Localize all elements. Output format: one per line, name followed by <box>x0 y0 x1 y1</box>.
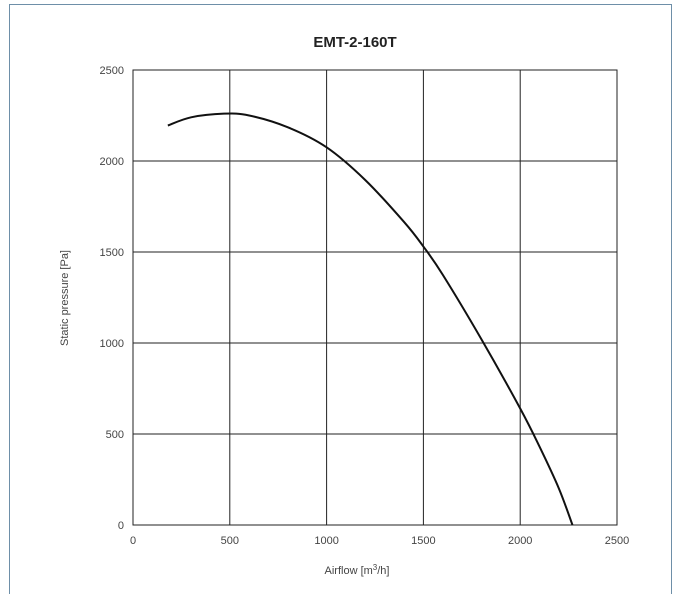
y-axis-label: Static pressure [Pa] <box>59 250 71 346</box>
x-tick-label: 0 <box>130 535 136 547</box>
y-tick-label: 1500 <box>100 247 124 259</box>
x-tick-label: 2500 <box>605 535 629 547</box>
y-tick-label: 1000 <box>100 338 124 350</box>
x-axis-label: Airflow [m3/h] <box>325 563 390 577</box>
y-tick-label: 2500 <box>100 65 124 77</box>
x-tick-label: 1000 <box>314 535 338 547</box>
y-tick-label: 2000 <box>100 156 124 168</box>
x-tick-label: 500 <box>221 535 239 547</box>
plot-area <box>132 69 618 526</box>
x-tick-label: 1500 <box>411 535 435 547</box>
series-group <box>167 112 574 526</box>
y-tick-labels: 0 500 1000 1500 2000 2500 <box>100 65 124 532</box>
x-tick-label: 2000 <box>508 535 532 547</box>
chart-title: EMT-2-160T <box>313 34 396 51</box>
y-tick-label: 500 <box>106 429 124 441</box>
x-tick-labels: 0 500 1000 1500 2000 2500 <box>130 535 629 547</box>
y-tick-label: 0 <box>118 520 124 532</box>
series-line-0 <box>167 112 574 526</box>
chart-frame <box>9 4 672 594</box>
